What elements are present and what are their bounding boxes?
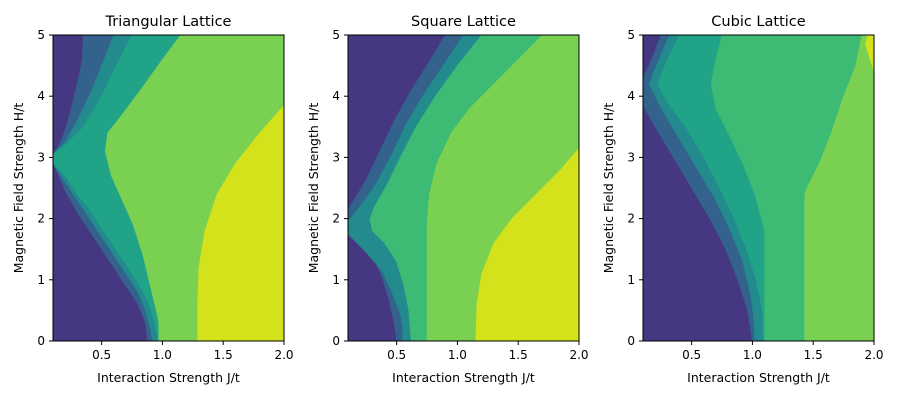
square-axes-frame	[347, 34, 580, 342]
cubic-chart-title: Cubic Lattice	[711, 14, 805, 30]
triangular-xtick-label: 1.0	[153, 348, 172, 362]
square-y-axis-label: Magnetic Field Strength H/t	[306, 103, 321, 274]
cubic-ytick-label: 1	[627, 273, 635, 287]
cubic-contour-field	[643, 35, 874, 341]
triangular-xtick-label: 1.5	[214, 348, 233, 362]
triangular-x-axis-label: Interaction Strength J/t	[97, 370, 240, 385]
square-ytick-label: 3	[332, 150, 340, 164]
square-x-axis-label: Interaction Strength J/t	[392, 370, 535, 385]
square-ytick-label: 1	[332, 273, 340, 287]
cubic-xtick-label: 1.5	[804, 348, 823, 362]
square-chart-title: Square Lattice	[411, 14, 516, 30]
square-contour-field	[348, 35, 579, 341]
triangular-contour-region-5	[197, 104, 284, 341]
square-ytick-label: 4	[332, 89, 340, 103]
cubic-xtick-label: 2.0	[864, 348, 883, 362]
square-xtick-label: 1.5	[509, 348, 528, 362]
triangular-contour-field	[53, 35, 284, 341]
triangular-chart-title: Triangular Lattice	[105, 14, 232, 30]
cubic-xtick-label: 0.5	[682, 348, 701, 362]
cubic-ytick-label: 3	[627, 150, 635, 164]
square-xtick-label: 0.5	[387, 348, 406, 362]
square-xtick-label: 2.0	[569, 348, 588, 362]
cubic-y-axis-label: Magnetic Field Strength H/t	[601, 103, 616, 274]
triangular-ytick-label: 3	[37, 150, 45, 164]
square-contour-region-5	[475, 147, 579, 341]
cubic-ytick-label: 2	[627, 212, 635, 226]
cubic-ytick-label: 5	[627, 28, 635, 42]
triangular-ytick-label: 2	[37, 212, 45, 226]
square-lattice-panel: 0.5 1.0 1.5 2.0 0 1 2 3 4 5 Square Lattice Interact…	[306, 14, 589, 385]
square-xtick-label: 1.0	[448, 348, 467, 362]
square-ytick-label: 0	[332, 334, 340, 348]
triangular-xtick-label: 2.0	[274, 348, 293, 362]
square-ytick-label: 5	[332, 28, 340, 42]
square-ytick-label: 2	[332, 212, 340, 226]
cubic-lattice-panel: 0.5 1.0 1.5 2.0 0 1 2 3 4 5 Cubic Lattice Interacti…	[601, 14, 884, 385]
cubic-contour-region-6	[865, 35, 874, 72]
triangular-xtick-label: 0.5	[92, 348, 111, 362]
cubic-ytick-label: 0	[627, 334, 635, 348]
triangular-ytick-label: 1	[37, 273, 45, 287]
triangular-lattice-panel: 0.5 1.0 1.5 2.0 0 1 2 3 4 5 Triangular Lattice Inte…	[11, 14, 294, 385]
triangular-axes-frame	[52, 34, 285, 342]
cubic-ytick-label: 4	[627, 89, 635, 103]
cubic-xtick-label: 1.0	[743, 348, 762, 362]
triangular-y-axis-label: Magnetic Field Strength H/t	[11, 103, 26, 274]
cubic-axes-frame	[642, 34, 875, 342]
triangular-ytick-label: 0	[37, 334, 45, 348]
triangular-ytick-label: 5	[37, 28, 45, 42]
cubic-x-axis-label: Interaction Strength J/t	[687, 370, 830, 385]
triangular-ytick-label: 4	[37, 89, 45, 103]
